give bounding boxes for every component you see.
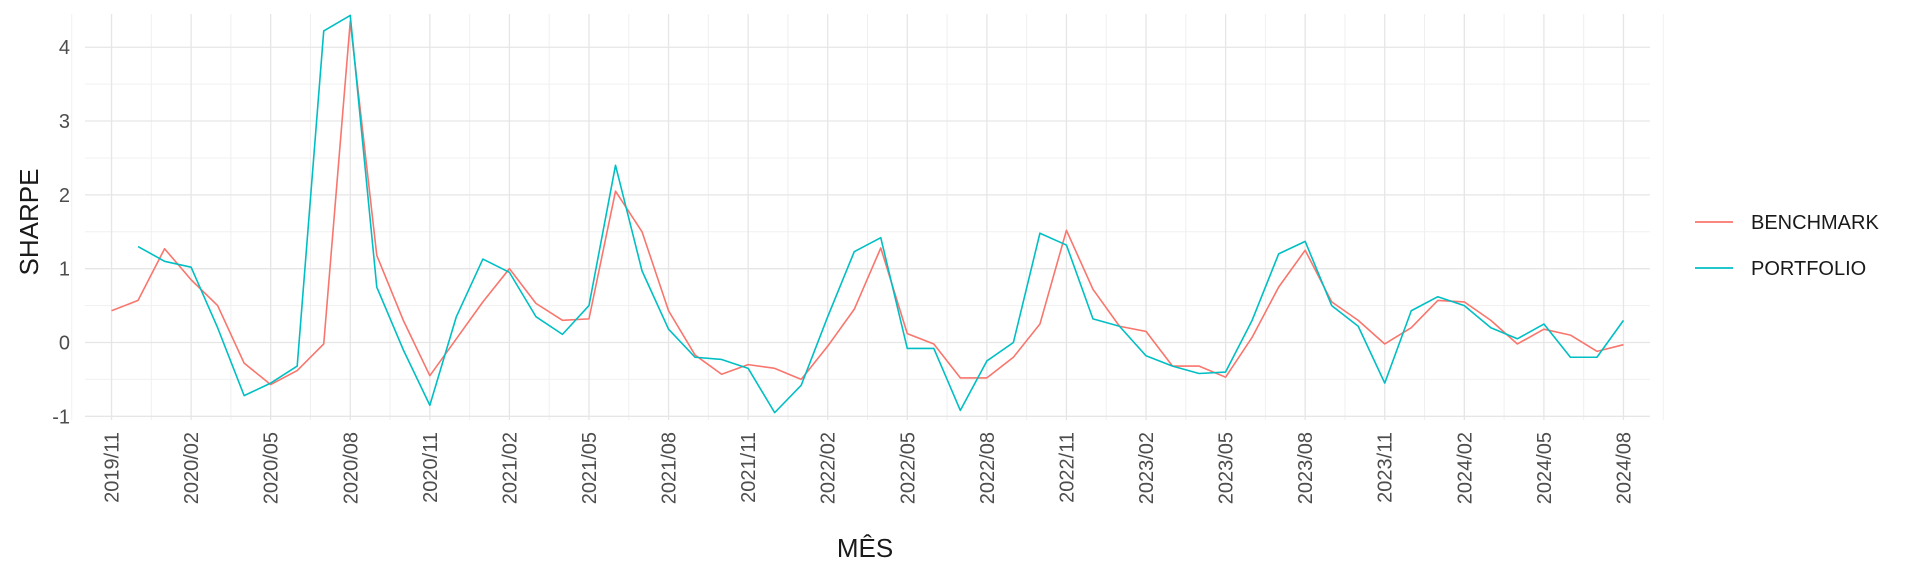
x-tick-label: 2020/02 bbox=[181, 432, 203, 504]
x-tick-label: 2022/02 bbox=[818, 432, 840, 504]
series-lines bbox=[111, 14, 1625, 414]
legend-label-portfolio: PORTFOLIO bbox=[1751, 258, 1866, 280]
y-tick-label: -1 bbox=[52, 406, 70, 428]
series-line-portfolio bbox=[137, 14, 1625, 414]
legend-label-benchmark: BENCHMARK bbox=[1751, 212, 1879, 234]
x-tick-label: 2023/11 bbox=[1375, 432, 1397, 503]
y-tick-label: 2 bbox=[59, 185, 70, 207]
x-axis-tick-labels: 2019/11 2020/02 2020/05 2020/08 2020/11 2021/… bbox=[102, 432, 1636, 504]
series-line-benchmark bbox=[111, 20, 1624, 386]
y-tick-label: 4 bbox=[59, 37, 70, 59]
x-tick-label: 2021/02 bbox=[499, 432, 521, 504]
x-tick-label: 2024/02 bbox=[1454, 432, 1476, 504]
x-tick-label: 2020/11 bbox=[420, 432, 442, 503]
minor-gridlines bbox=[71, 14, 1664, 420]
x-axis-title: MÊS bbox=[837, 533, 893, 563]
x-tick-label: 2019/11 bbox=[102, 432, 124, 503]
y-tick-label: 3 bbox=[59, 111, 70, 133]
x-tick-label: 2022/11 bbox=[1056, 432, 1078, 503]
major-gridlines bbox=[85, 14, 1650, 420]
y-tick-label: 1 bbox=[59, 259, 70, 281]
x-tick-label: 2024/08 bbox=[1613, 432, 1635, 504]
legend: BENCHMARK PORTFOLIO bbox=[1695, 212, 1879, 280]
x-tick-label: 2023/02 bbox=[1136, 432, 1158, 504]
x-tick-label: 2020/05 bbox=[261, 432, 283, 504]
y-axis-tick-labels: -1 0 1 2 3 4 bbox=[52, 37, 70, 428]
x-tick-label: 2021/05 bbox=[579, 432, 601, 504]
y-tick-label: 0 bbox=[59, 332, 70, 354]
x-tick-label: 2021/11 bbox=[738, 432, 760, 503]
x-tick-label: 2020/08 bbox=[340, 432, 362, 504]
y-axis-title: SHARPE bbox=[14, 169, 44, 276]
x-tick-label: 2023/08 bbox=[1295, 432, 1317, 504]
x-tick-label: 2022/08 bbox=[977, 432, 999, 504]
x-tick-label: 2024/05 bbox=[1534, 432, 1556, 504]
x-tick-label: 2023/05 bbox=[1216, 432, 1238, 504]
x-tick-label: 2022/05 bbox=[897, 432, 919, 504]
x-tick-label: 2021/08 bbox=[659, 432, 681, 504]
